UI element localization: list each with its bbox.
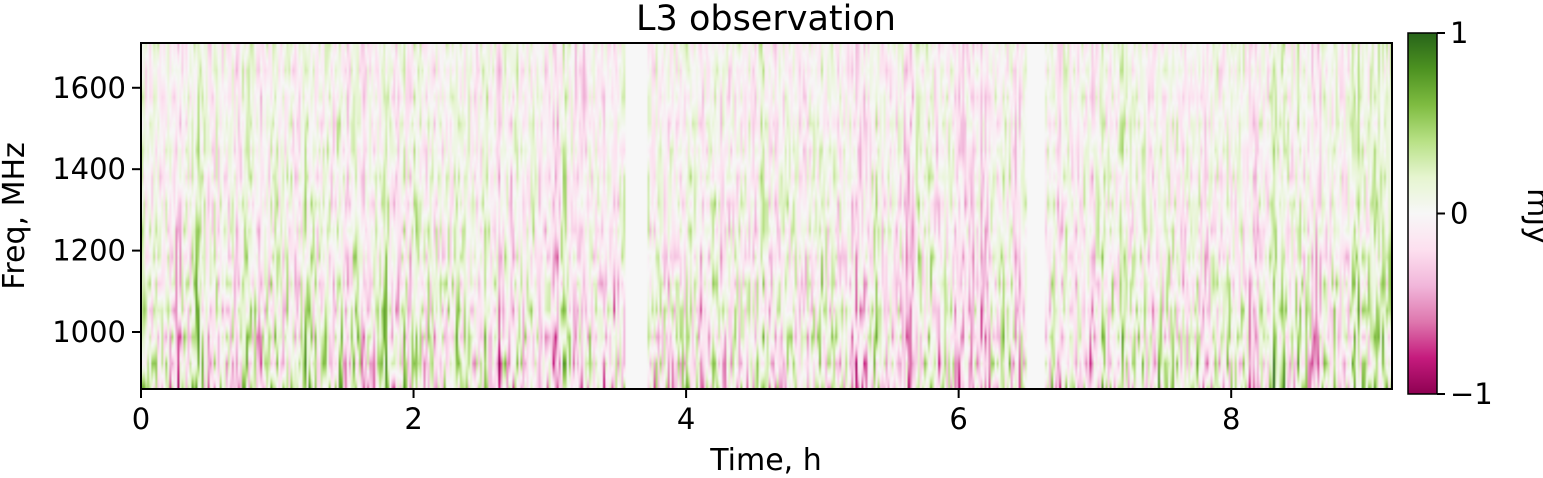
y-tick-label: 1000 (52, 315, 126, 349)
x-tick-label: 4 (677, 402, 695, 436)
x-tick-label: 0 (132, 402, 150, 436)
plot-frame (140, 42, 1393, 390)
y-axis: 1000 1200 1400 1600 (52, 71, 141, 349)
colorbar-tick-label: −1 (1450, 377, 1493, 411)
y-tick-label: 1600 (52, 71, 126, 105)
heatmap-area (141, 43, 1392, 389)
x-axis-label: Time, h (709, 443, 822, 478)
colorbar-ticks: −1 0 1 (1437, 16, 1493, 411)
colorbar-label: mJy (1520, 188, 1543, 244)
y-tick-label: 1200 (52, 234, 126, 268)
y-tick-label: 1400 (52, 152, 126, 186)
heatmap-image (141, 43, 1392, 389)
colorbar-tick-label: 0 (1450, 197, 1468, 231)
y-axis-label: Freq, MHz (0, 142, 32, 290)
x-tick-label: 6 (949, 402, 967, 436)
x-tick-label: 2 (404, 402, 422, 436)
colorbar (1407, 32, 1438, 395)
x-tick-label: 8 (1222, 402, 1240, 436)
x-axis: 0 2 4 6 8 (132, 389, 1240, 436)
colorbar-tick-label: 1 (1450, 16, 1468, 50)
chart-title: L3 observation (636, 0, 896, 39)
